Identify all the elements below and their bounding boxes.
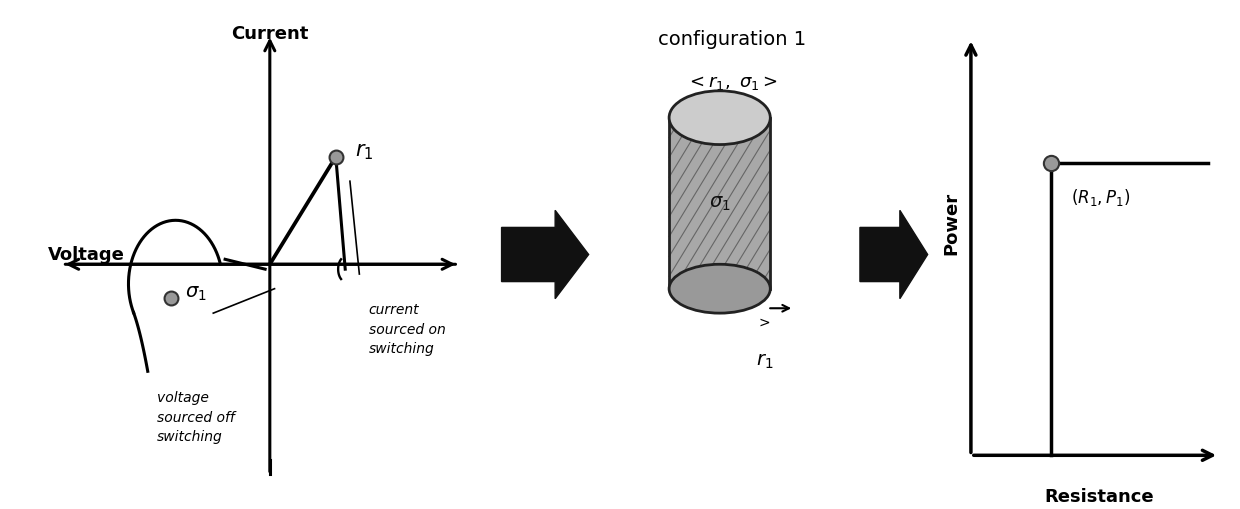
Text: current
sourced on
switching: current sourced on switching <box>368 303 445 356</box>
Text: voltage
sourced off
switching: voltage sourced off switching <box>156 391 234 444</box>
Text: $\sigma_1$: $\sigma_1$ <box>185 284 207 303</box>
Text: Current: Current <box>231 25 309 43</box>
Text: Resistance: Resistance <box>1044 488 1154 506</box>
Ellipse shape <box>670 264 770 313</box>
FancyArrow shape <box>501 210 589 299</box>
Text: $r_1$: $r_1$ <box>755 352 773 371</box>
Text: $< r_1,\ \sigma_1 >$: $< r_1,\ \sigma_1 >$ <box>686 74 777 92</box>
Text: Power: Power <box>942 192 960 256</box>
Text: Voltage: Voltage <box>48 245 125 264</box>
Text: $r_1$: $r_1$ <box>355 142 373 162</box>
Text: >: > <box>759 316 770 330</box>
Ellipse shape <box>670 91 770 145</box>
FancyArrow shape <box>861 210 928 299</box>
Text: $\sigma_1$: $\sigma_1$ <box>709 194 730 213</box>
Text: $(R_1, P_1)$: $(R_1, P_1)$ <box>1071 187 1130 208</box>
Text: configuration 1: configuration 1 <box>657 30 806 49</box>
